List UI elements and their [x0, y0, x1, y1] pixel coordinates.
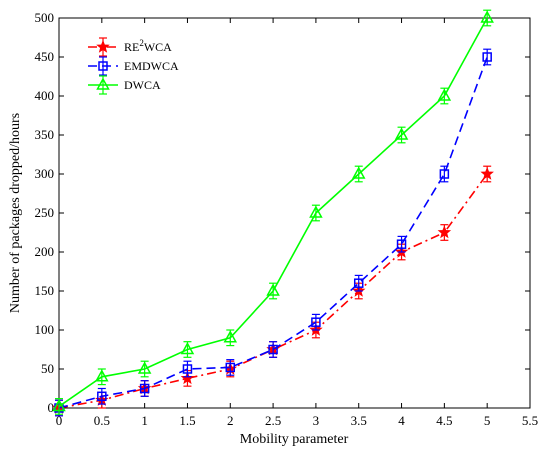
x-tick-label: 4.5 [436, 413, 452, 428]
y-axis-title: Number of packages dropped/hours [8, 113, 23, 313]
y-tick-label: 300 [35, 166, 55, 181]
x-tick-label: 3 [313, 413, 320, 428]
x-tick-label: 2 [227, 413, 234, 428]
y-tick-label: 450 [35, 49, 55, 64]
data-point [482, 52, 492, 62]
data-point [311, 317, 321, 327]
x-tick-label: 0.5 [94, 413, 110, 428]
data-point [139, 383, 150, 394]
x-tick-label: 1.5 [179, 413, 195, 428]
x-axis-title: Mobility parameter [240, 432, 349, 447]
y-tick-label: 400 [35, 88, 55, 103]
y-tick-label: 0 [48, 400, 55, 415]
data-point [351, 166, 366, 179]
x-tick-label: 5.5 [522, 413, 538, 428]
data-point [480, 166, 494, 180]
data-point [223, 330, 238, 343]
data-point [182, 364, 193, 374]
legend-label-suffix: WCA [144, 40, 172, 54]
series-3 [52, 9, 494, 415]
data-point [266, 283, 280, 296]
legend: RE2WCA EMDWCA DWCA [82, 33, 192, 95]
legend-marker [96, 77, 110, 90]
data-point [52, 398, 66, 412]
data-point [309, 205, 323, 218]
legend-label-text: EMDWCA [124, 59, 179, 73]
data-point [225, 362, 236, 373]
x-tick-label: 0 [56, 413, 63, 428]
data-point [396, 239, 407, 249]
legend-label: EMDWCA [124, 59, 179, 73]
y-tick-label: 100 [35, 322, 55, 337]
data-point [180, 341, 195, 355]
x-tick-label: 3.5 [351, 413, 367, 428]
y-tick-label: 200 [35, 244, 55, 259]
data-point [95, 369, 109, 382]
x-tick-label: 4 [398, 413, 405, 428]
y-tick-label: 500 [35, 10, 55, 25]
legend-marker [96, 39, 110, 53]
legend-entry-3: DWCA [88, 75, 161, 95]
legend-marker [98, 61, 108, 71]
y-tick-label: 50 [41, 361, 54, 376]
legend-label: DWCA [124, 78, 161, 92]
legend-entry-2: EMDWCA [88, 56, 179, 76]
legend-label-superscript: 2 [139, 38, 144, 48]
data-point [437, 225, 452, 239]
data-point [268, 344, 278, 355]
data-point [480, 10, 494, 23]
legend-label-text: RE [124, 40, 139, 54]
data-point [137, 361, 152, 374]
y-tick-label: 250 [35, 205, 55, 220]
x-tick-label: 5 [484, 413, 491, 428]
x-tick-label: 2.5 [265, 413, 281, 428]
series-group [52, 9, 494, 417]
x-tick-label: 1 [141, 413, 148, 428]
data-point [97, 391, 107, 402]
legend-label-text: DWCA [124, 78, 161, 92]
y-tick-label: 350 [35, 127, 55, 142]
axis-ticks: 0 0.5 1 1.5 2 2.5 3 3.5 4 4.5 5 5.5 0 50 100 150 200 250 3… [35, 10, 539, 428]
y-tick-label: 150 [35, 283, 55, 298]
data-point [394, 127, 409, 140]
data-point [439, 169, 450, 179]
data-point [437, 88, 452, 101]
legend-entry-1: RE2WCA [88, 37, 172, 57]
legend-label: RE2WCA [124, 38, 172, 54]
data-point [353, 278, 364, 288]
data-point [180, 371, 195, 385]
